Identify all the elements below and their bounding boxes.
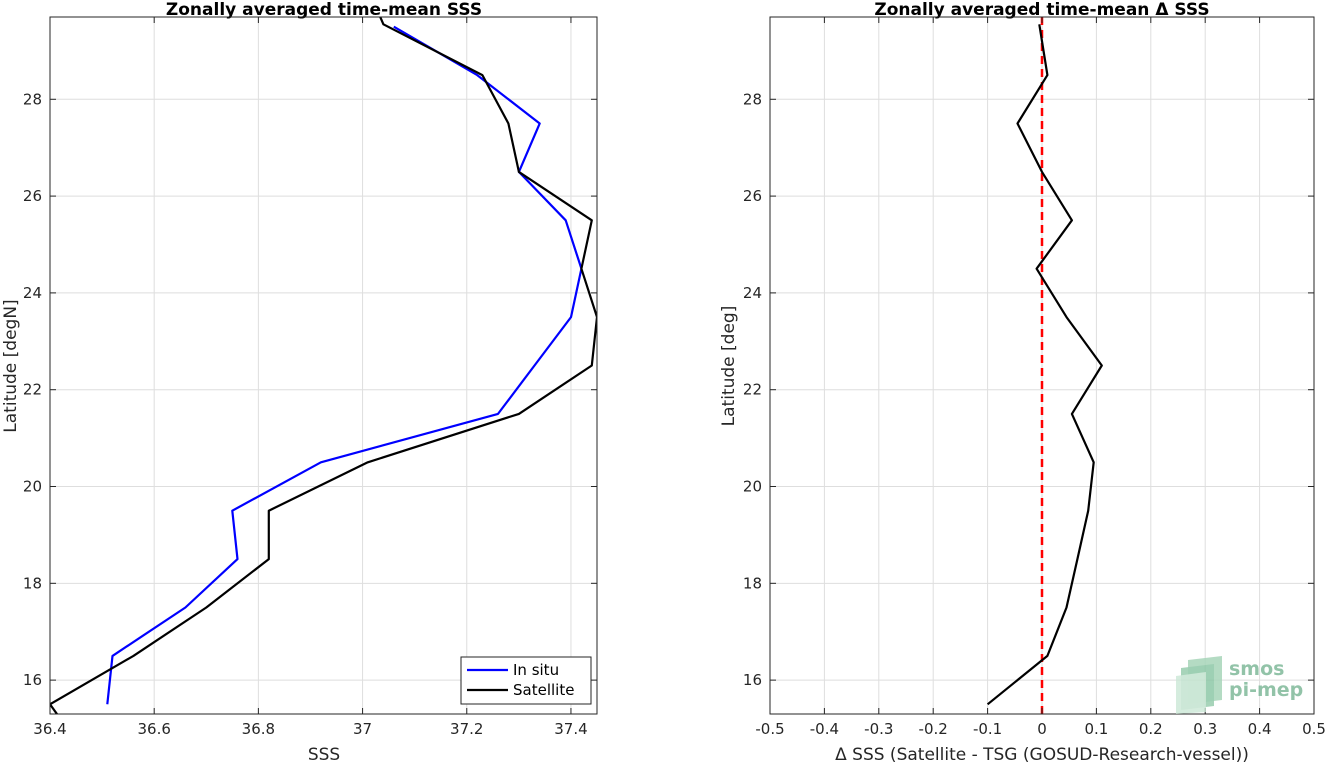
delta-xtick-label: 0.2 bbox=[1139, 720, 1163, 738]
delta-ylabel: Latitude [deg] bbox=[719, 306, 739, 427]
delta-xtick-label: 0.5 bbox=[1302, 720, 1326, 738]
delta-ytick-label: 24 bbox=[743, 284, 762, 302]
sss-ytick-label: 16 bbox=[23, 671, 42, 689]
delta-series bbox=[986, 24, 1103, 706]
delta-xtick-label: 0.3 bbox=[1193, 720, 1217, 738]
logo-wave-front bbox=[1176, 672, 1206, 714]
sss-chart-title: Zonally averaged time-mean SSS bbox=[166, 0, 482, 20]
sss-grid bbox=[49, 17, 597, 714]
sss-xtick-label: 36.4 bbox=[33, 720, 66, 738]
delta-xtick-label: -0.5 bbox=[755, 720, 784, 738]
delta-ytick-label: 20 bbox=[743, 478, 762, 496]
sss-xtick-label: 36.8 bbox=[242, 720, 275, 738]
sss-xtick-label: 37 bbox=[353, 720, 372, 738]
delta-xtick-label: -0.2 bbox=[919, 720, 948, 738]
logo-text-line2: pi-mep bbox=[1229, 679, 1303, 701]
delta-xtick-label: 0.4 bbox=[1248, 720, 1272, 738]
sss-ytick-label: 26 bbox=[23, 187, 42, 205]
delta-xtick-label: 0.1 bbox=[1084, 720, 1108, 738]
smos-pi-mep-logo: smos pi-mep bbox=[1176, 656, 1303, 714]
delta-ytick-label: 16 bbox=[743, 671, 762, 689]
sss-xlabel: SSS bbox=[308, 745, 340, 764]
delta-ytick-label: 28 bbox=[743, 90, 762, 108]
delta-ytick-label: 18 bbox=[743, 574, 762, 592]
delta-xtick-label: 0 bbox=[1037, 720, 1047, 738]
legend-label-satellite: Satellite bbox=[513, 681, 574, 699]
sss-line-in-situ bbox=[106, 25, 583, 705]
delta-xtick-label: -0.1 bbox=[973, 720, 1002, 738]
sss-ytick-label: 24 bbox=[23, 284, 42, 302]
delta-ytick-label: 22 bbox=[743, 381, 762, 399]
legend-box bbox=[460, 656, 592, 705]
legend-label-in-situ: In situ bbox=[513, 661, 559, 679]
delta-xtick-label: -0.3 bbox=[864, 720, 893, 738]
sss-ylabel: Latitude [degN] bbox=[1, 299, 21, 432]
delta-xlabel: Δ SSS (Satellite - TSG (GOSUD-Research-v… bbox=[835, 745, 1249, 764]
delta-sss-panel: Zonally averaged time-mean Δ SSS -0.5 -0.… bbox=[719, 0, 1326, 764]
logo-text-line1: smos bbox=[1229, 658, 1284, 680]
sss-panel: Zonally averaged time-mean SSS 36.4 36.6 3… bbox=[1, 0, 598, 764]
sss-xtick-label: 37.4 bbox=[554, 720, 587, 738]
delta-line-series-0 bbox=[986, 24, 1103, 706]
delta-ytick-label: 26 bbox=[743, 187, 762, 205]
delta-xtick-label: -0.4 bbox=[810, 720, 839, 738]
sss-ytick-label: 20 bbox=[23, 478, 42, 496]
sss-ticks: 36.4 36.6 36.8 37 37.2 37.4 16 18 20 22 24 26 28 bbox=[23, 17, 597, 738]
sss-xtick-label: 36.6 bbox=[137, 720, 170, 738]
sss-line-satellite bbox=[50, 17, 597, 714]
sss-legend: In situ Satellite bbox=[460, 656, 592, 705]
delta-chart-title: Zonally averaged time-mean Δ SSS bbox=[874, 0, 1209, 20]
sss-ytick-label: 28 bbox=[23, 90, 42, 108]
sss-ytick-label: 18 bbox=[23, 574, 42, 592]
sss-ytick-label: 22 bbox=[23, 381, 42, 399]
sss-series bbox=[50, 17, 597, 714]
sss-axes-box bbox=[49, 16, 598, 715]
sss-xtick-label: 37.2 bbox=[450, 720, 483, 738]
delta-ticks: -0.5 -0.4 -0.3 -0.2 -0.1 0 0.1 0.2 0.3 0.4 0.5 16 18… bbox=[743, 17, 1326, 738]
